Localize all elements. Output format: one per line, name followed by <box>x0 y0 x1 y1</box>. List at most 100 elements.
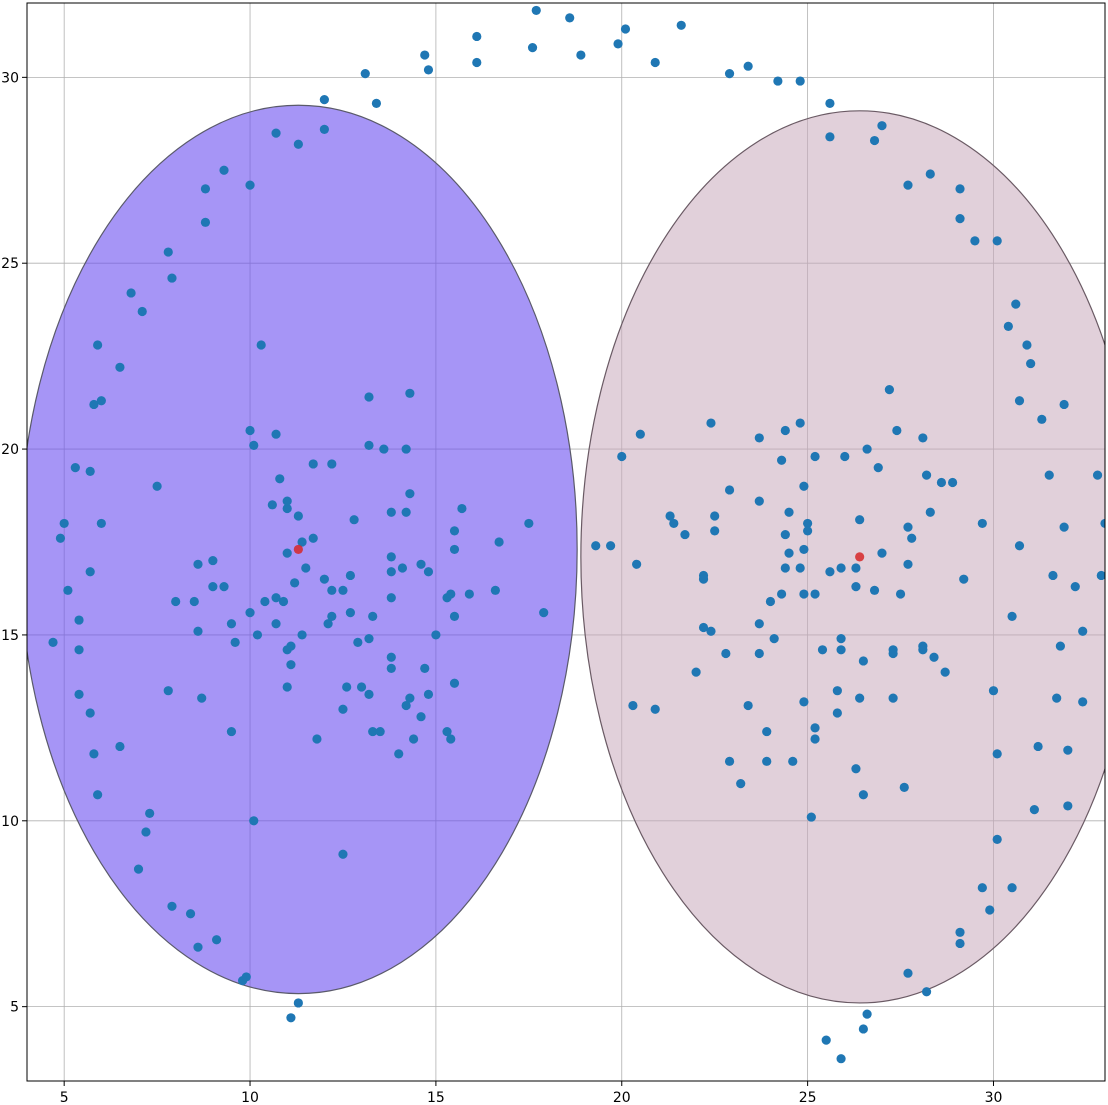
data-point <box>1022 340 1032 350</box>
data-point <box>817 645 828 655</box>
data-point <box>869 135 880 146</box>
data-point <box>308 459 318 469</box>
data-point <box>360 69 370 79</box>
data-point <box>762 756 772 766</box>
data-point <box>576 50 586 60</box>
data-point <box>364 440 374 450</box>
data-point <box>665 511 675 521</box>
data-point <box>319 124 329 134</box>
data-point <box>271 593 281 603</box>
data-point <box>1055 641 1065 651</box>
y-tick-label: 30 <box>1 70 19 86</box>
data-point <box>1029 805 1039 815</box>
data-point <box>171 596 181 607</box>
data-point <box>724 485 735 495</box>
data-point <box>371 98 382 108</box>
data-point <box>141 827 151 837</box>
data-point <box>312 734 322 744</box>
data-point <box>290 578 300 588</box>
data-point <box>189 596 199 607</box>
data-point <box>211 935 222 945</box>
data-point <box>780 425 790 436</box>
data-point <box>803 518 813 529</box>
data-point <box>840 451 850 462</box>
data-point <box>449 544 460 555</box>
data-point <box>754 496 764 506</box>
data-point <box>63 585 73 595</box>
data-point <box>85 466 95 476</box>
data-point <box>724 69 735 79</box>
data-point <box>85 567 95 577</box>
data-point <box>368 611 378 621</box>
data-point <box>145 808 155 818</box>
data-point <box>788 756 798 766</box>
data-point <box>858 656 868 666</box>
data-point <box>884 384 895 395</box>
data-point <box>721 648 731 659</box>
data-point <box>754 433 764 443</box>
data-point <box>936 477 947 488</box>
data-point <box>386 552 396 562</box>
data-point <box>286 641 296 651</box>
data-point <box>423 567 434 577</box>
data-point <box>921 470 932 480</box>
data-point <box>342 682 352 692</box>
data-point <box>286 660 296 670</box>
data-point <box>650 704 660 714</box>
data-point <box>836 645 846 655</box>
data-point <box>163 686 173 696</box>
data-point <box>1059 399 1069 410</box>
data-point <box>245 180 255 190</box>
x-tick-label: 20 <box>613 1090 631 1105</box>
y-tick-label: 20 <box>1 442 19 458</box>
data-point <box>208 555 218 566</box>
data-point <box>698 622 709 633</box>
data-point <box>137 306 147 317</box>
data-point <box>992 236 1002 246</box>
data-point <box>282 503 292 514</box>
data-point <box>345 570 355 581</box>
data-point <box>386 663 396 673</box>
data-point <box>115 362 125 372</box>
data-point <box>89 749 99 759</box>
data-point <box>892 425 902 436</box>
data-point <box>431 630 441 640</box>
data-point <box>635 429 645 439</box>
data-point <box>386 652 396 662</box>
data-point <box>323 619 333 629</box>
data-point <box>851 764 861 774</box>
data-point <box>907 533 917 543</box>
data-point <box>208 582 218 592</box>
data-point <box>464 589 474 599</box>
data-point <box>524 518 534 529</box>
data-point <box>271 429 281 439</box>
x-tick-label: 10 <box>241 1090 259 1105</box>
data-point <box>955 214 965 224</box>
data-point <box>899 782 909 792</box>
data-point <box>617 451 627 462</box>
data-point <box>539 608 549 618</box>
data-point <box>799 544 809 555</box>
data-point <box>977 518 987 529</box>
data-points <box>48 5 1105 1064</box>
x-tick-label: 25 <box>799 1090 817 1105</box>
data-point <box>449 526 460 536</box>
data-point <box>925 507 935 517</box>
data-point <box>777 455 787 465</box>
data-point <box>903 559 913 569</box>
data-point <box>446 589 456 599</box>
data-point <box>918 645 928 655</box>
data-point <box>89 399 99 410</box>
data-point <box>1096 570 1105 581</box>
data-point <box>226 619 237 629</box>
y-axis-ticks: 5 10 15 20 25 30 <box>1 70 27 1016</box>
data-point <box>152 481 162 491</box>
data-point <box>706 418 716 428</box>
y-tick-label: 5 <box>10 1000 19 1016</box>
data-point <box>420 50 430 60</box>
data-point <box>691 667 701 677</box>
data-point <box>394 749 404 759</box>
data-point <box>193 942 203 952</box>
data-point <box>375 726 385 737</box>
data-point <box>832 686 842 696</box>
